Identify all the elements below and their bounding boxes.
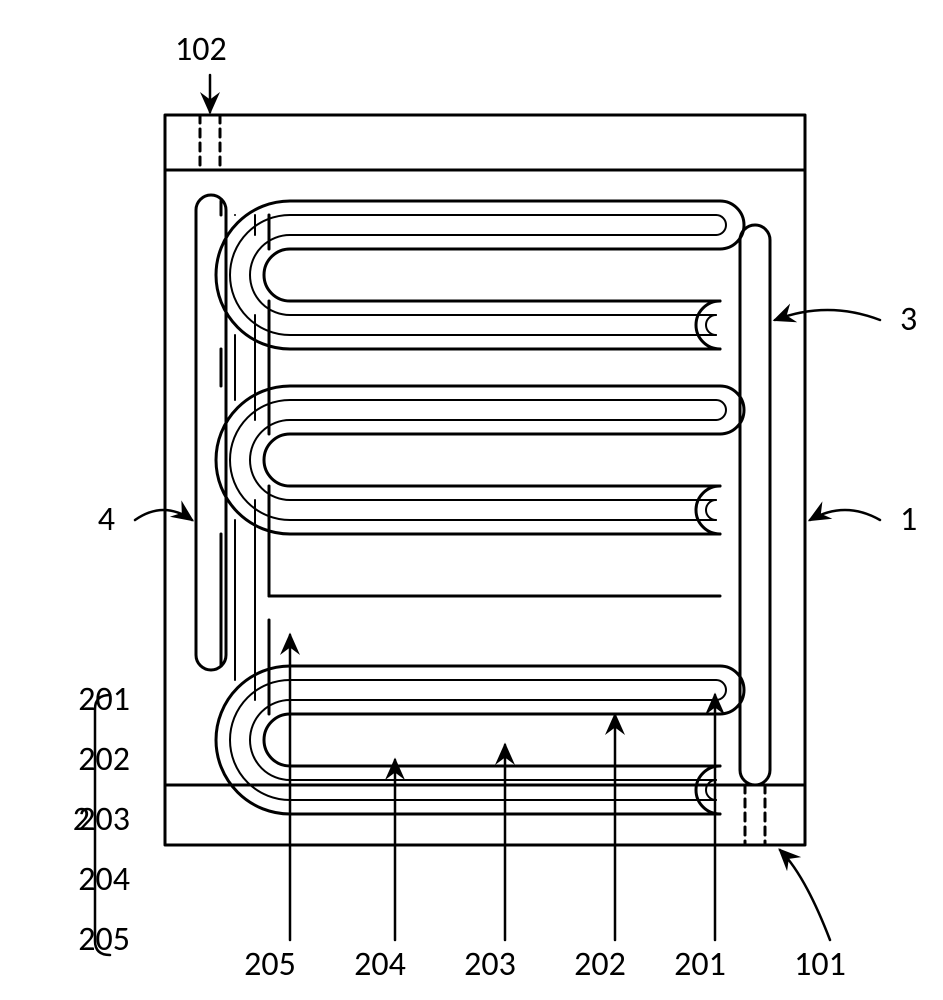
loop-1-inner-in	[250, 420, 716, 500]
arrow-3	[775, 310, 880, 320]
label-left_205: 205	[78, 919, 130, 960]
loop-2-outer-in	[264, 714, 720, 766]
loop-2-cap-bot	[696, 766, 720, 814]
arrow-1	[810, 510, 880, 520]
label-bot_202: 202	[574, 944, 626, 985]
arrow-b101	[780, 850, 830, 940]
loop-2-inner-out	[230, 680, 716, 800]
label-left_201: 201	[78, 679, 130, 720]
loop-1-icap-top	[716, 400, 726, 420]
label-right_3: 3	[900, 299, 917, 340]
label-bot_203: 203	[464, 944, 516, 985]
outer-frame	[165, 115, 805, 845]
loop-2-icap-top	[716, 680, 726, 700]
label-left_203: 203	[78, 799, 130, 840]
loop-1-cap-bot	[696, 486, 720, 534]
label-left_204: 204	[78, 859, 130, 900]
label-left_202: 202	[78, 739, 130, 780]
loop-0-outer-out	[216, 201, 720, 349]
label-bot_204: 204	[354, 944, 406, 985]
label-bot_205: 205	[244, 944, 296, 985]
loop-1-icap-bot	[706, 500, 716, 520]
label-bot_101: 101	[794, 944, 846, 985]
label-top_102: 102	[175, 29, 227, 70]
loop-0-icap-bot	[706, 315, 716, 335]
loop-0-inner-in	[250, 235, 716, 315]
right-manifold	[740, 225, 770, 785]
loop-2-inner-in	[250, 700, 716, 780]
loop-0-outer-in	[264, 249, 720, 301]
loop-0-inner-out	[230, 215, 716, 335]
loop-2-outer-out	[216, 666, 720, 814]
loop-1-outer-in	[264, 434, 720, 486]
label-left_4: 4	[98, 499, 115, 540]
loop-0-icap-top	[716, 215, 726, 235]
label-bot_201: 201	[674, 944, 726, 985]
loop-1-outer-out	[216, 386, 720, 534]
loop-0-cap-bot	[696, 301, 720, 349]
label-right_1: 1	[900, 499, 917, 540]
loop-1-inner-out	[230, 400, 716, 520]
